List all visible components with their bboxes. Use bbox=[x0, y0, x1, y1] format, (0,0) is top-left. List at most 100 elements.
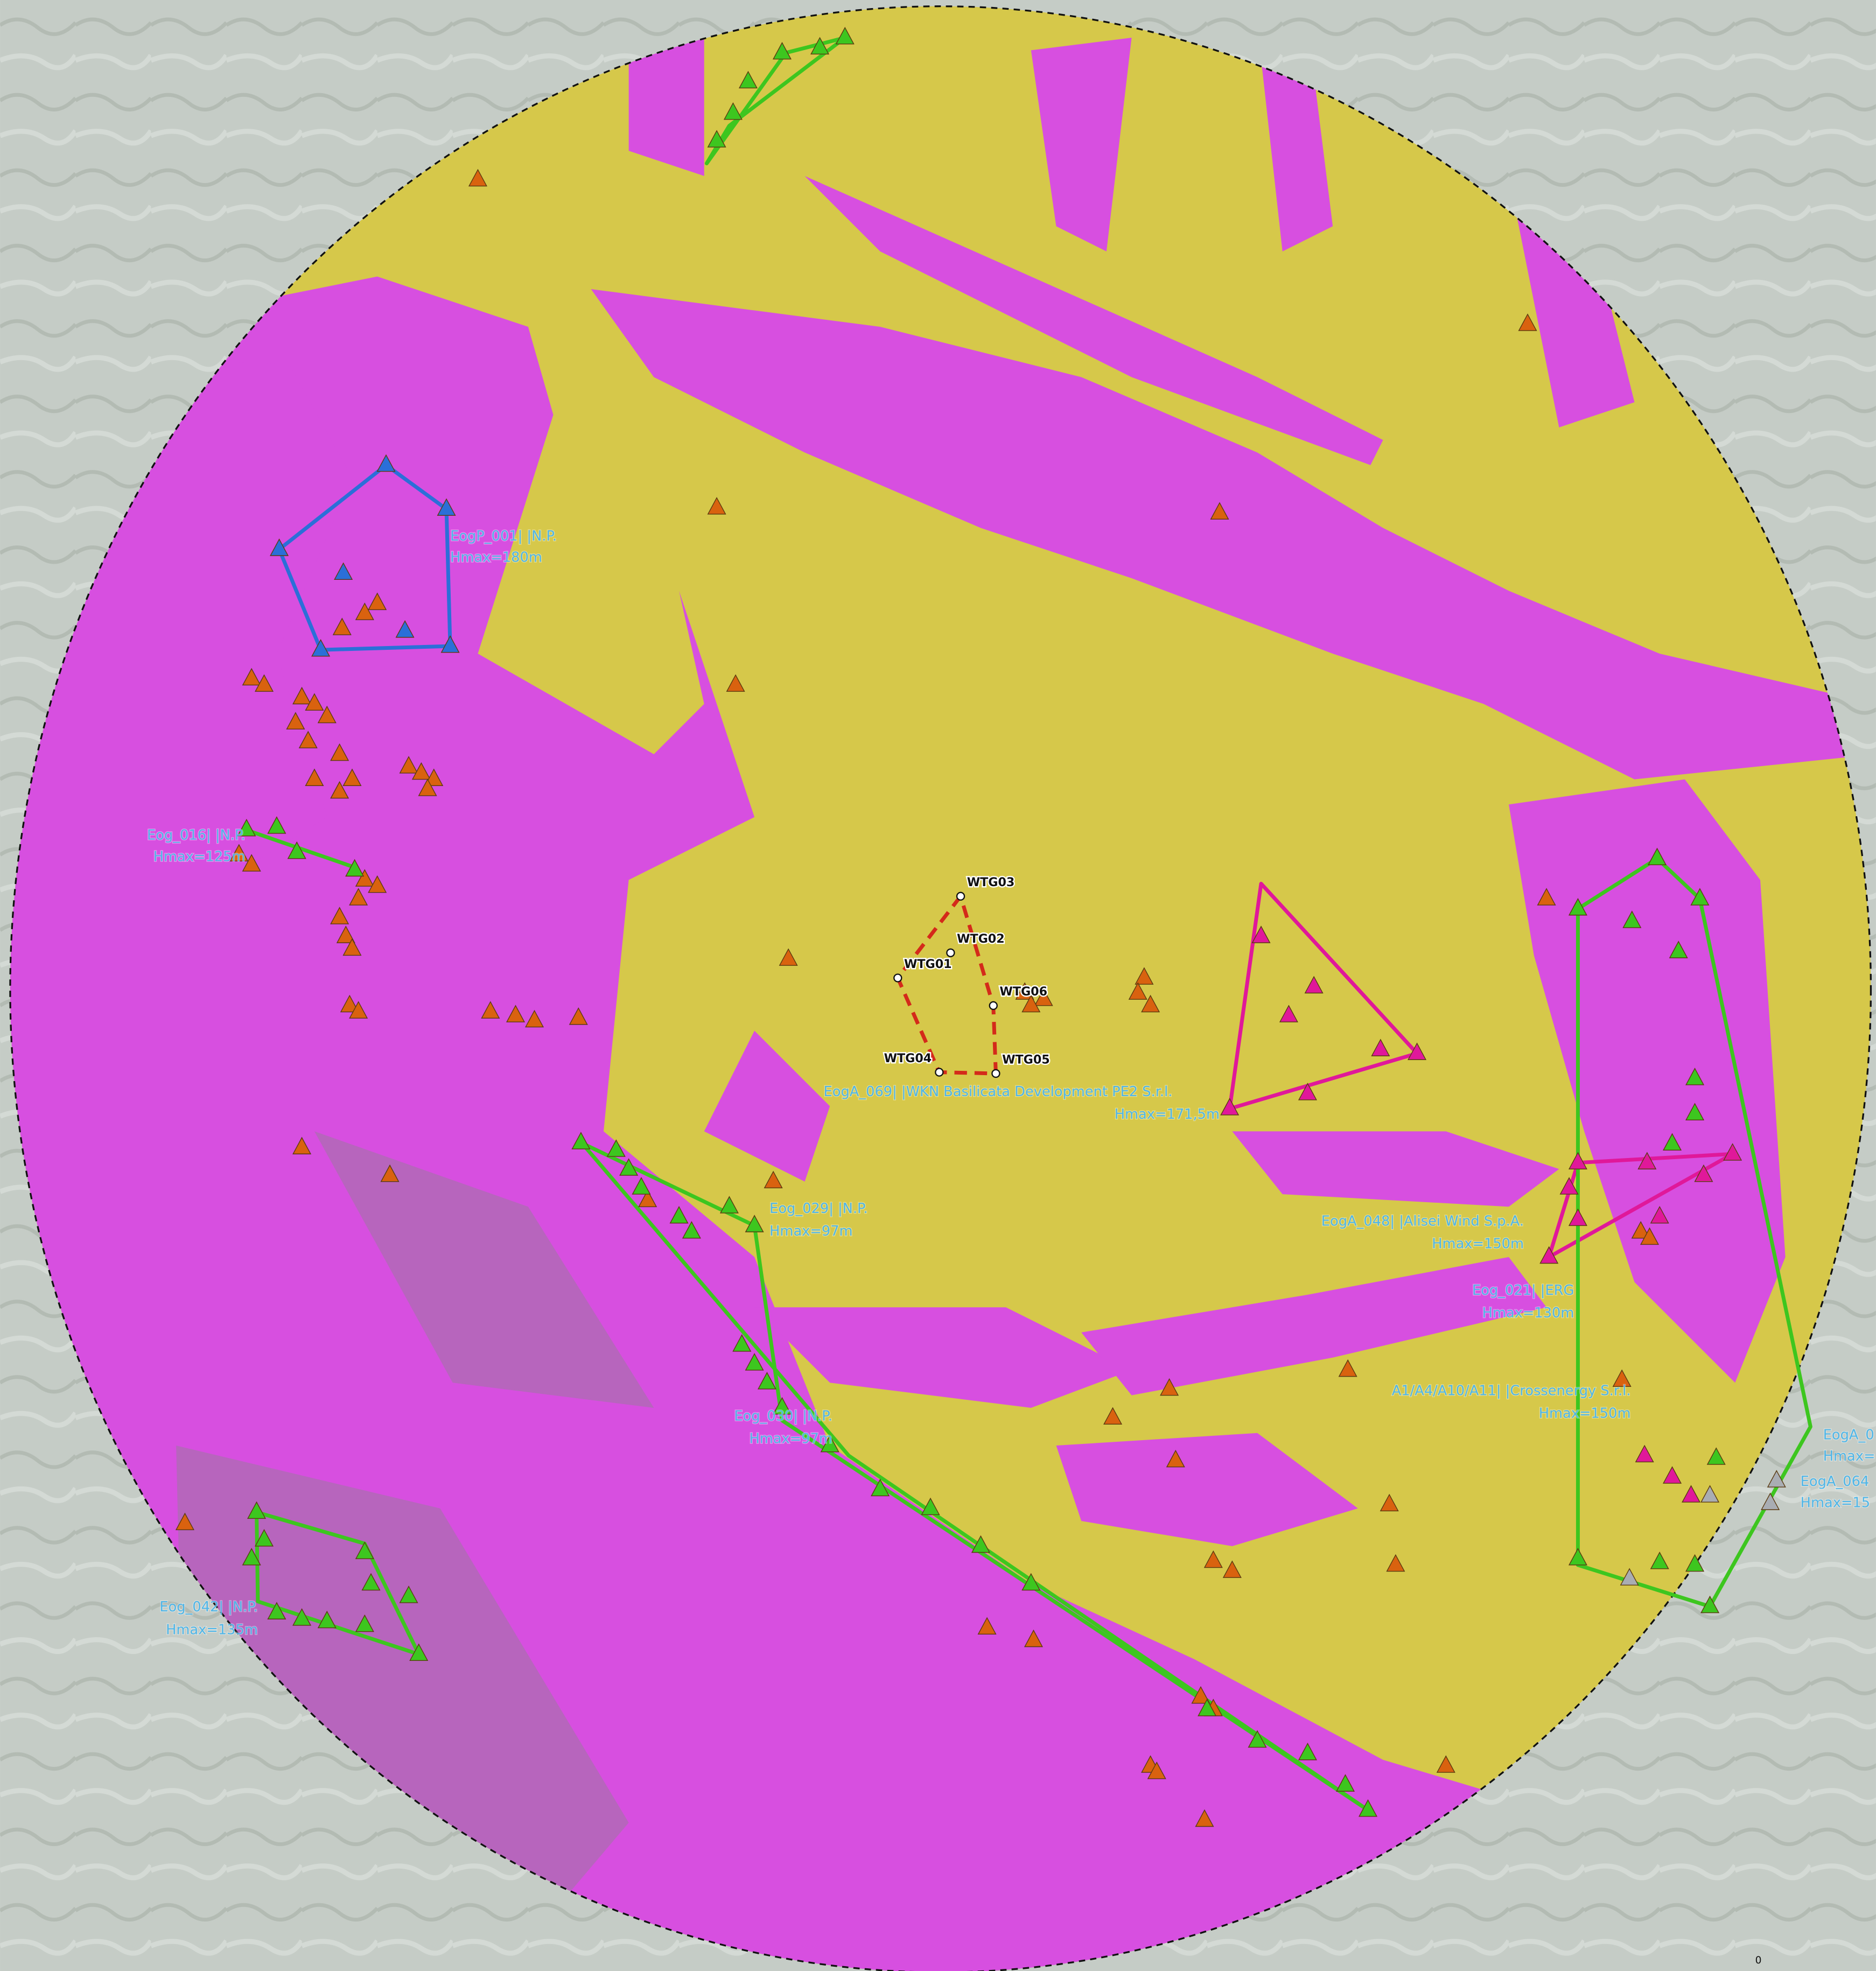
turbine-symbol bbox=[835, 26, 855, 45]
turbine-symbol bbox=[1700, 1595, 1720, 1614]
turbine-symbol bbox=[772, 41, 792, 60]
turbine-symbol bbox=[707, 497, 726, 515]
turbine-symbol bbox=[1648, 847, 1667, 866]
turbine-symbol bbox=[1386, 1554, 1405, 1572]
turbine-symbol bbox=[1166, 1449, 1185, 1468]
turbine-symbol bbox=[336, 925, 355, 943]
turbine-symbol bbox=[349, 1001, 368, 1019]
turbine-symbol bbox=[1015, 982, 1034, 1000]
cluster-height: Hmax=135m bbox=[166, 1622, 258, 1638]
turbine-symbol bbox=[764, 1170, 783, 1189]
turbine-symbol bbox=[1635, 1444, 1654, 1463]
turbine-symbol bbox=[1663, 1466, 1682, 1484]
turbine-symbol bbox=[298, 731, 318, 748]
turbine-symbol bbox=[286, 712, 305, 730]
turbine-symbol bbox=[632, 1177, 651, 1195]
cluster-name: Eog_021| |ERG bbox=[1472, 1282, 1574, 1299]
project-outline bbox=[895, 894, 998, 1076]
turbine-symbol bbox=[732, 1334, 752, 1352]
turbine-symbol bbox=[305, 693, 324, 711]
turbine-symbol bbox=[1537, 888, 1556, 906]
turbine-symbol bbox=[342, 768, 362, 786]
turbine-symbol bbox=[424, 768, 444, 786]
cluster-name: EogA_069| |WKN Basilicata Development PE… bbox=[824, 1084, 1173, 1100]
turbine-symbol bbox=[1612, 1369, 1632, 1387]
turbine-symbol bbox=[921, 1497, 940, 1516]
turbine-symbol bbox=[971, 1535, 990, 1553]
turbine-symbol bbox=[1147, 1761, 1166, 1779]
turbine-symbol bbox=[1222, 1560, 1242, 1578]
turbine-symbol bbox=[1669, 941, 1688, 958]
turbine-symbol bbox=[1335, 1774, 1355, 1792]
turbine-symbol bbox=[1251, 925, 1271, 943]
turbine-symbol bbox=[368, 592, 387, 611]
turbine-symbol bbox=[757, 1372, 776, 1390]
turbine-symbol bbox=[1338, 1359, 1357, 1377]
turbine-symbol bbox=[355, 1541, 374, 1559]
turbine-symbol bbox=[1568, 1152, 1587, 1170]
turbine-symbol bbox=[571, 1132, 591, 1149]
turbine-symbol bbox=[380, 1164, 400, 1182]
turbine-symbol bbox=[1690, 888, 1710, 906]
turbine-symbol bbox=[820, 1434, 839, 1453]
cluster-name: Eog_029| |N.P. bbox=[769, 1201, 868, 1217]
turbine-symbol bbox=[267, 816, 286, 834]
turbine-symbol bbox=[340, 994, 359, 1013]
turbine-symbol bbox=[270, 538, 289, 556]
cluster-name: Eog_042| |N.P. bbox=[159, 1599, 258, 1615]
turbine-symbol bbox=[1723, 1143, 1742, 1161]
cluster-height: Hmax=125m bbox=[153, 848, 246, 865]
project-turbine bbox=[893, 973, 902, 983]
cluster-name: EogA_064 bbox=[1801, 1474, 1870, 1490]
turbine-symbol bbox=[1761, 1492, 1780, 1510]
turbine-symbols bbox=[175, 26, 1786, 1827]
turbine-symbol bbox=[342, 938, 362, 956]
turbine-symbol bbox=[242, 668, 261, 686]
turbine-symbol bbox=[1640, 1227, 1660, 1245]
turbine-symbol bbox=[1021, 994, 1041, 1013]
turbine-symbol bbox=[726, 674, 745, 692]
turbine-symbol bbox=[311, 639, 331, 657]
turbine-symbol bbox=[1160, 1378, 1179, 1396]
turbine-symbol bbox=[1767, 1470, 1786, 1488]
project-turbine bbox=[956, 892, 965, 901]
turbine-symbol bbox=[1141, 994, 1160, 1013]
turbine-symbol bbox=[330, 781, 349, 799]
cluster-name: Eog_030| |N.P. bbox=[734, 1408, 832, 1424]
turbine-symbol bbox=[247, 1501, 267, 1519]
turbine-symbol bbox=[334, 562, 353, 580]
turbine-symbol bbox=[1198, 1699, 1217, 1716]
turbine-symbol bbox=[368, 875, 387, 893]
turbine-symbol bbox=[349, 888, 368, 906]
cluster-height: Hmax=130m bbox=[1482, 1305, 1574, 1321]
turbine-symbol bbox=[399, 756, 418, 774]
buffer-circle bbox=[9, 5, 1872, 1971]
turbine-symbol bbox=[977, 1617, 997, 1635]
cluster-name: Eog_016| |N.P. bbox=[147, 827, 246, 844]
turbine-symbol bbox=[1380, 1493, 1399, 1512]
turbine-symbol bbox=[719, 1196, 739, 1214]
turbine-symbol bbox=[440, 635, 460, 653]
turbine-symbol bbox=[242, 1548, 261, 1566]
turbine-symbol bbox=[1304, 976, 1324, 994]
turbine-symbol bbox=[255, 674, 274, 692]
turbine-symbol bbox=[355, 1614, 374, 1632]
turbine-symbol bbox=[1685, 1554, 1705, 1572]
turbine-symbol bbox=[779, 948, 798, 966]
turbine-symbol bbox=[1248, 1730, 1267, 1748]
turbine-symbol bbox=[1358, 1799, 1378, 1817]
turbine-symbol bbox=[292, 686, 312, 705]
turbine-symbol bbox=[1706, 1447, 1726, 1465]
turbine-symbol bbox=[669, 1205, 689, 1224]
turbine-label: WTG05 bbox=[1002, 1053, 1050, 1067]
turbine-symbol bbox=[317, 705, 337, 724]
turbine-symbol bbox=[506, 1005, 526, 1022]
turbine-symbol bbox=[1034, 988, 1053, 1006]
turbine-symbol bbox=[418, 778, 437, 796]
turbine-symbol bbox=[810, 37, 830, 55]
cluster-name: A1/A4/A10/A11| |Crossenergy S.r.l. bbox=[1392, 1383, 1631, 1399]
turbine-symbol bbox=[481, 1001, 500, 1019]
turbine-symbol bbox=[1103, 1407, 1123, 1425]
turbine-symbol bbox=[569, 1007, 588, 1025]
